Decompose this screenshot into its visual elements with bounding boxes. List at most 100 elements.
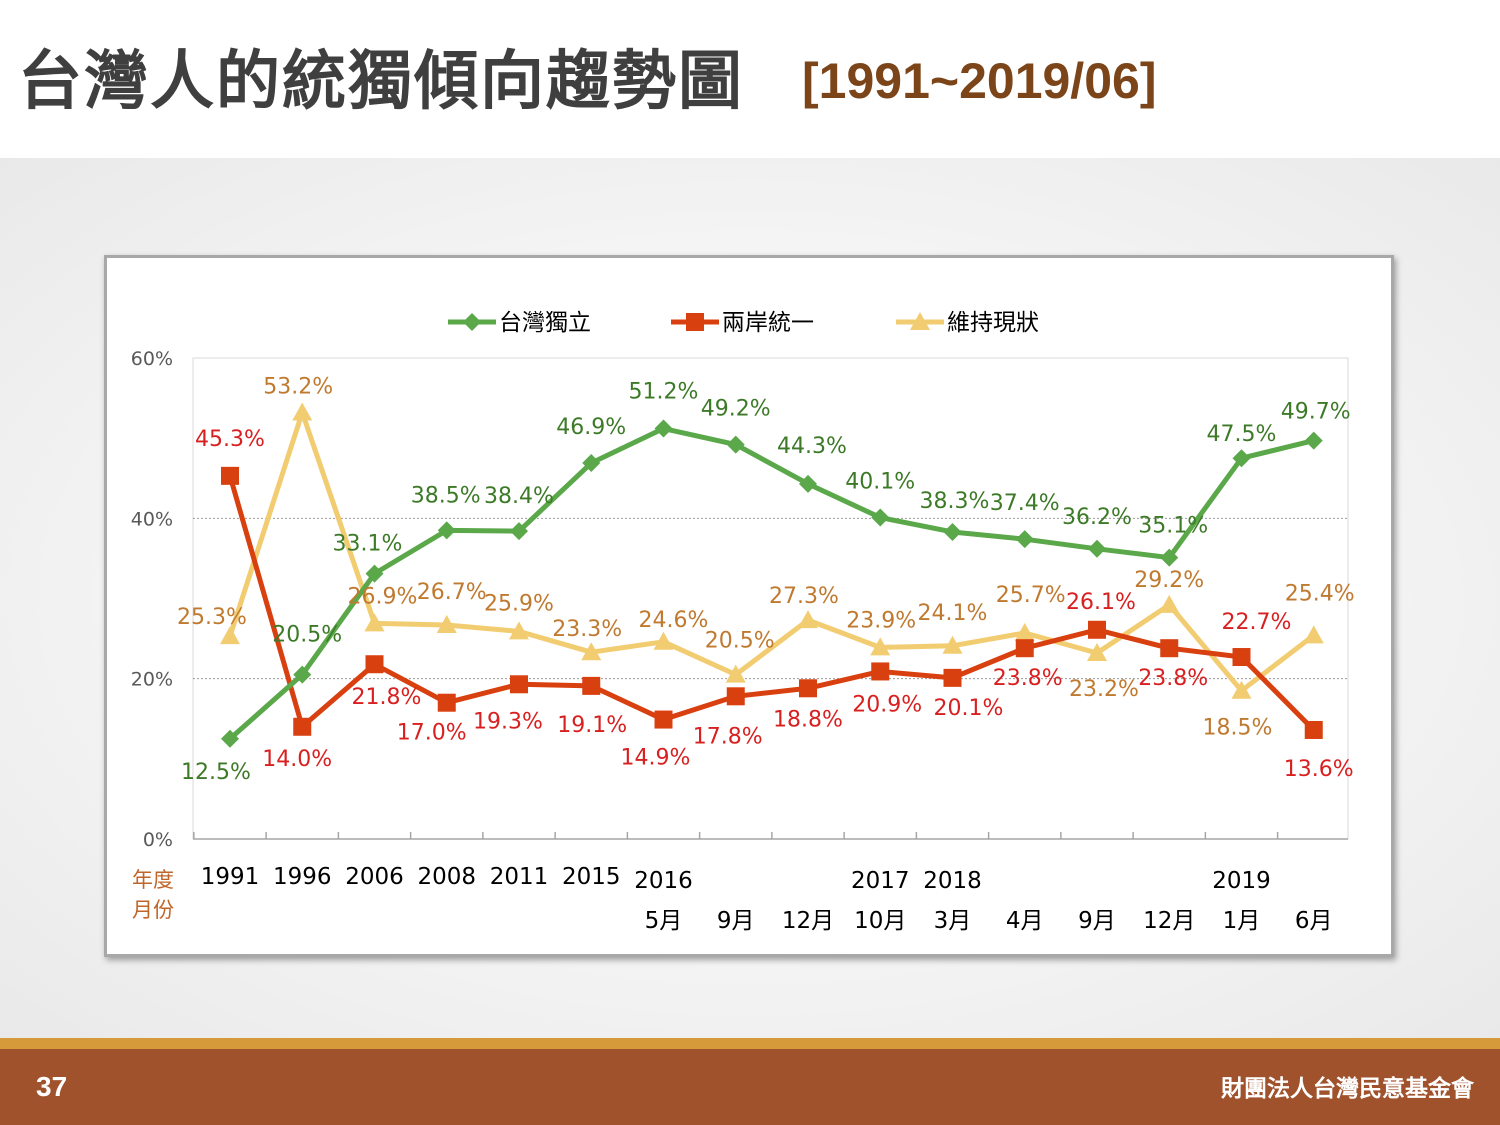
data-point-diamond	[871, 508, 890, 527]
series-line-diamond	[228, 426, 1315, 741]
data-point-triangle	[1303, 625, 1324, 644]
data-point-triangle	[1087, 643, 1107, 662]
x-tick-label-month: 1月	[1223, 908, 1261, 934]
data-label: 14.9%	[621, 746, 691, 771]
data-point-diamond	[1304, 431, 1323, 450]
chart-frame	[104, 255, 1394, 957]
x-tick-label-year: 1991	[201, 864, 260, 890]
data-point-triangle	[798, 610, 818, 629]
page-number: 37	[36, 1071, 68, 1102]
data-label: 26.9%	[348, 584, 418, 609]
data-point-square	[799, 679, 817, 698]
x-tick-label-month: 4月	[1006, 908, 1044, 934]
data-point-diamond	[726, 435, 745, 454]
title-bar: 台灣人的統獨傾向趨勢圖 [1991~2019/06]	[0, 0, 1500, 158]
data-label: 49.2%	[701, 397, 771, 422]
data-label: 44.3%	[777, 434, 847, 459]
organization-name: 財團法人台灣民意基金會	[1221, 1076, 1474, 1102]
data-point-diamond	[582, 454, 601, 473]
data-label: 49.7%	[1281, 400, 1351, 425]
data-label: 36.2%	[1062, 505, 1132, 530]
y-tick-label: 20%	[131, 669, 173, 691]
data-point-diamond	[1160, 548, 1179, 567]
data-label: 25.3%	[177, 605, 247, 630]
x-tick-label-year: 2011	[490, 864, 549, 890]
data-label: 33.1%	[333, 532, 403, 557]
data-label: 40.1%	[845, 470, 915, 495]
series-line-square	[227, 475, 1316, 732]
data-point-diamond	[365, 564, 384, 583]
data-point-diamond	[293, 665, 312, 684]
data-point-diamond	[510, 522, 528, 541]
data-point-triangle	[942, 635, 963, 654]
data-point-diamond	[437, 521, 456, 540]
axis-row-label-month: 月份	[132, 898, 174, 922]
data-point-triangle	[1159, 594, 1180, 613]
data-point-diamond	[654, 419, 673, 438]
data-point-square	[221, 466, 239, 485]
data-label: 12.5%	[181, 760, 251, 785]
x-tick-label-month: 9月	[1078, 908, 1116, 934]
footer-bar: 37 財團法人台灣民意基金會	[0, 1049, 1500, 1125]
data-label: 27.3%	[769, 584, 839, 609]
data-label: 13.6%	[1284, 757, 1354, 782]
data-label: 53.2%	[263, 375, 333, 400]
data-label: 51.2%	[629, 380, 699, 405]
data-label: 20.5%	[272, 623, 342, 648]
data-point-square	[1304, 720, 1323, 739]
data-point-square	[1160, 639, 1179, 658]
data-point-triangle	[581, 642, 602, 661]
data-point-square	[437, 693, 456, 712]
data-label: 37.4%	[990, 491, 1060, 516]
data-label: 25.4%	[1285, 581, 1355, 606]
data-point-diamond	[1015, 530, 1034, 549]
data-point-square	[365, 655, 384, 674]
data-label: 22.7%	[1222, 610, 1292, 635]
data-label: 26.7%	[417, 580, 487, 605]
legend-label: 台灣獨立	[499, 310, 591, 336]
x-tick-label-year: 1996	[273, 864, 332, 890]
data-label: 18.8%	[773, 707, 843, 732]
data-point-square	[943, 668, 962, 687]
data-point-square	[582, 676, 601, 695]
x-tick-label-month: 3月	[934, 908, 972, 934]
data-point-square	[726, 687, 745, 706]
data-point-square	[510, 675, 528, 694]
data-label: 20.5%	[705, 629, 775, 654]
data-label: 47.5%	[1207, 422, 1277, 447]
data-label: 45.3%	[195, 427, 265, 452]
data-label: 18.5%	[1203, 716, 1273, 741]
data-point-triangle	[1014, 622, 1035, 641]
data-point-square	[1088, 620, 1106, 639]
legend-marker-square	[686, 313, 704, 331]
title-date-range: [1991~2019/06]	[802, 53, 1157, 109]
x-tick-label-year: 2006	[345, 864, 404, 890]
y-tick-label: 40%	[131, 508, 173, 530]
axis-row-label-year: 年度	[132, 868, 174, 892]
data-label: 23.2%	[1069, 677, 1139, 702]
data-label: 24.1%	[918, 601, 988, 626]
legend-marker-diamond	[463, 313, 481, 331]
data-label: 17.8%	[693, 724, 763, 749]
data-label: 19.1%	[557, 713, 627, 738]
legend-label: 兩岸統一	[722, 310, 814, 336]
data-label: 19.3%	[473, 709, 543, 734]
data-point-square	[1232, 648, 1251, 667]
data-label: 14.0%	[262, 747, 332, 772]
data-label: 38.5%	[411, 483, 481, 508]
x-tick-label-year: 2018	[923, 868, 982, 894]
x-tick-label-month: 12月	[1143, 908, 1195, 934]
x-tick-label-year: 2015	[562, 864, 621, 890]
data-point-square	[293, 717, 312, 736]
x-tick-label-year: 2008	[417, 864, 476, 890]
data-label: 26.1%	[1066, 590, 1136, 615]
data-label: 20.1%	[934, 696, 1004, 721]
y-tick-label: 0%	[143, 829, 173, 851]
data-point-triangle	[364, 613, 385, 632]
data-label: 23.3%	[552, 617, 622, 642]
page-title: 台灣人的統獨傾向趨勢圖	[18, 45, 744, 119]
data-label: 24.6%	[639, 608, 709, 633]
series-line-triangle	[227, 410, 1316, 694]
data-label: 25.7%	[996, 583, 1066, 608]
data-label: 25.9%	[484, 591, 554, 616]
